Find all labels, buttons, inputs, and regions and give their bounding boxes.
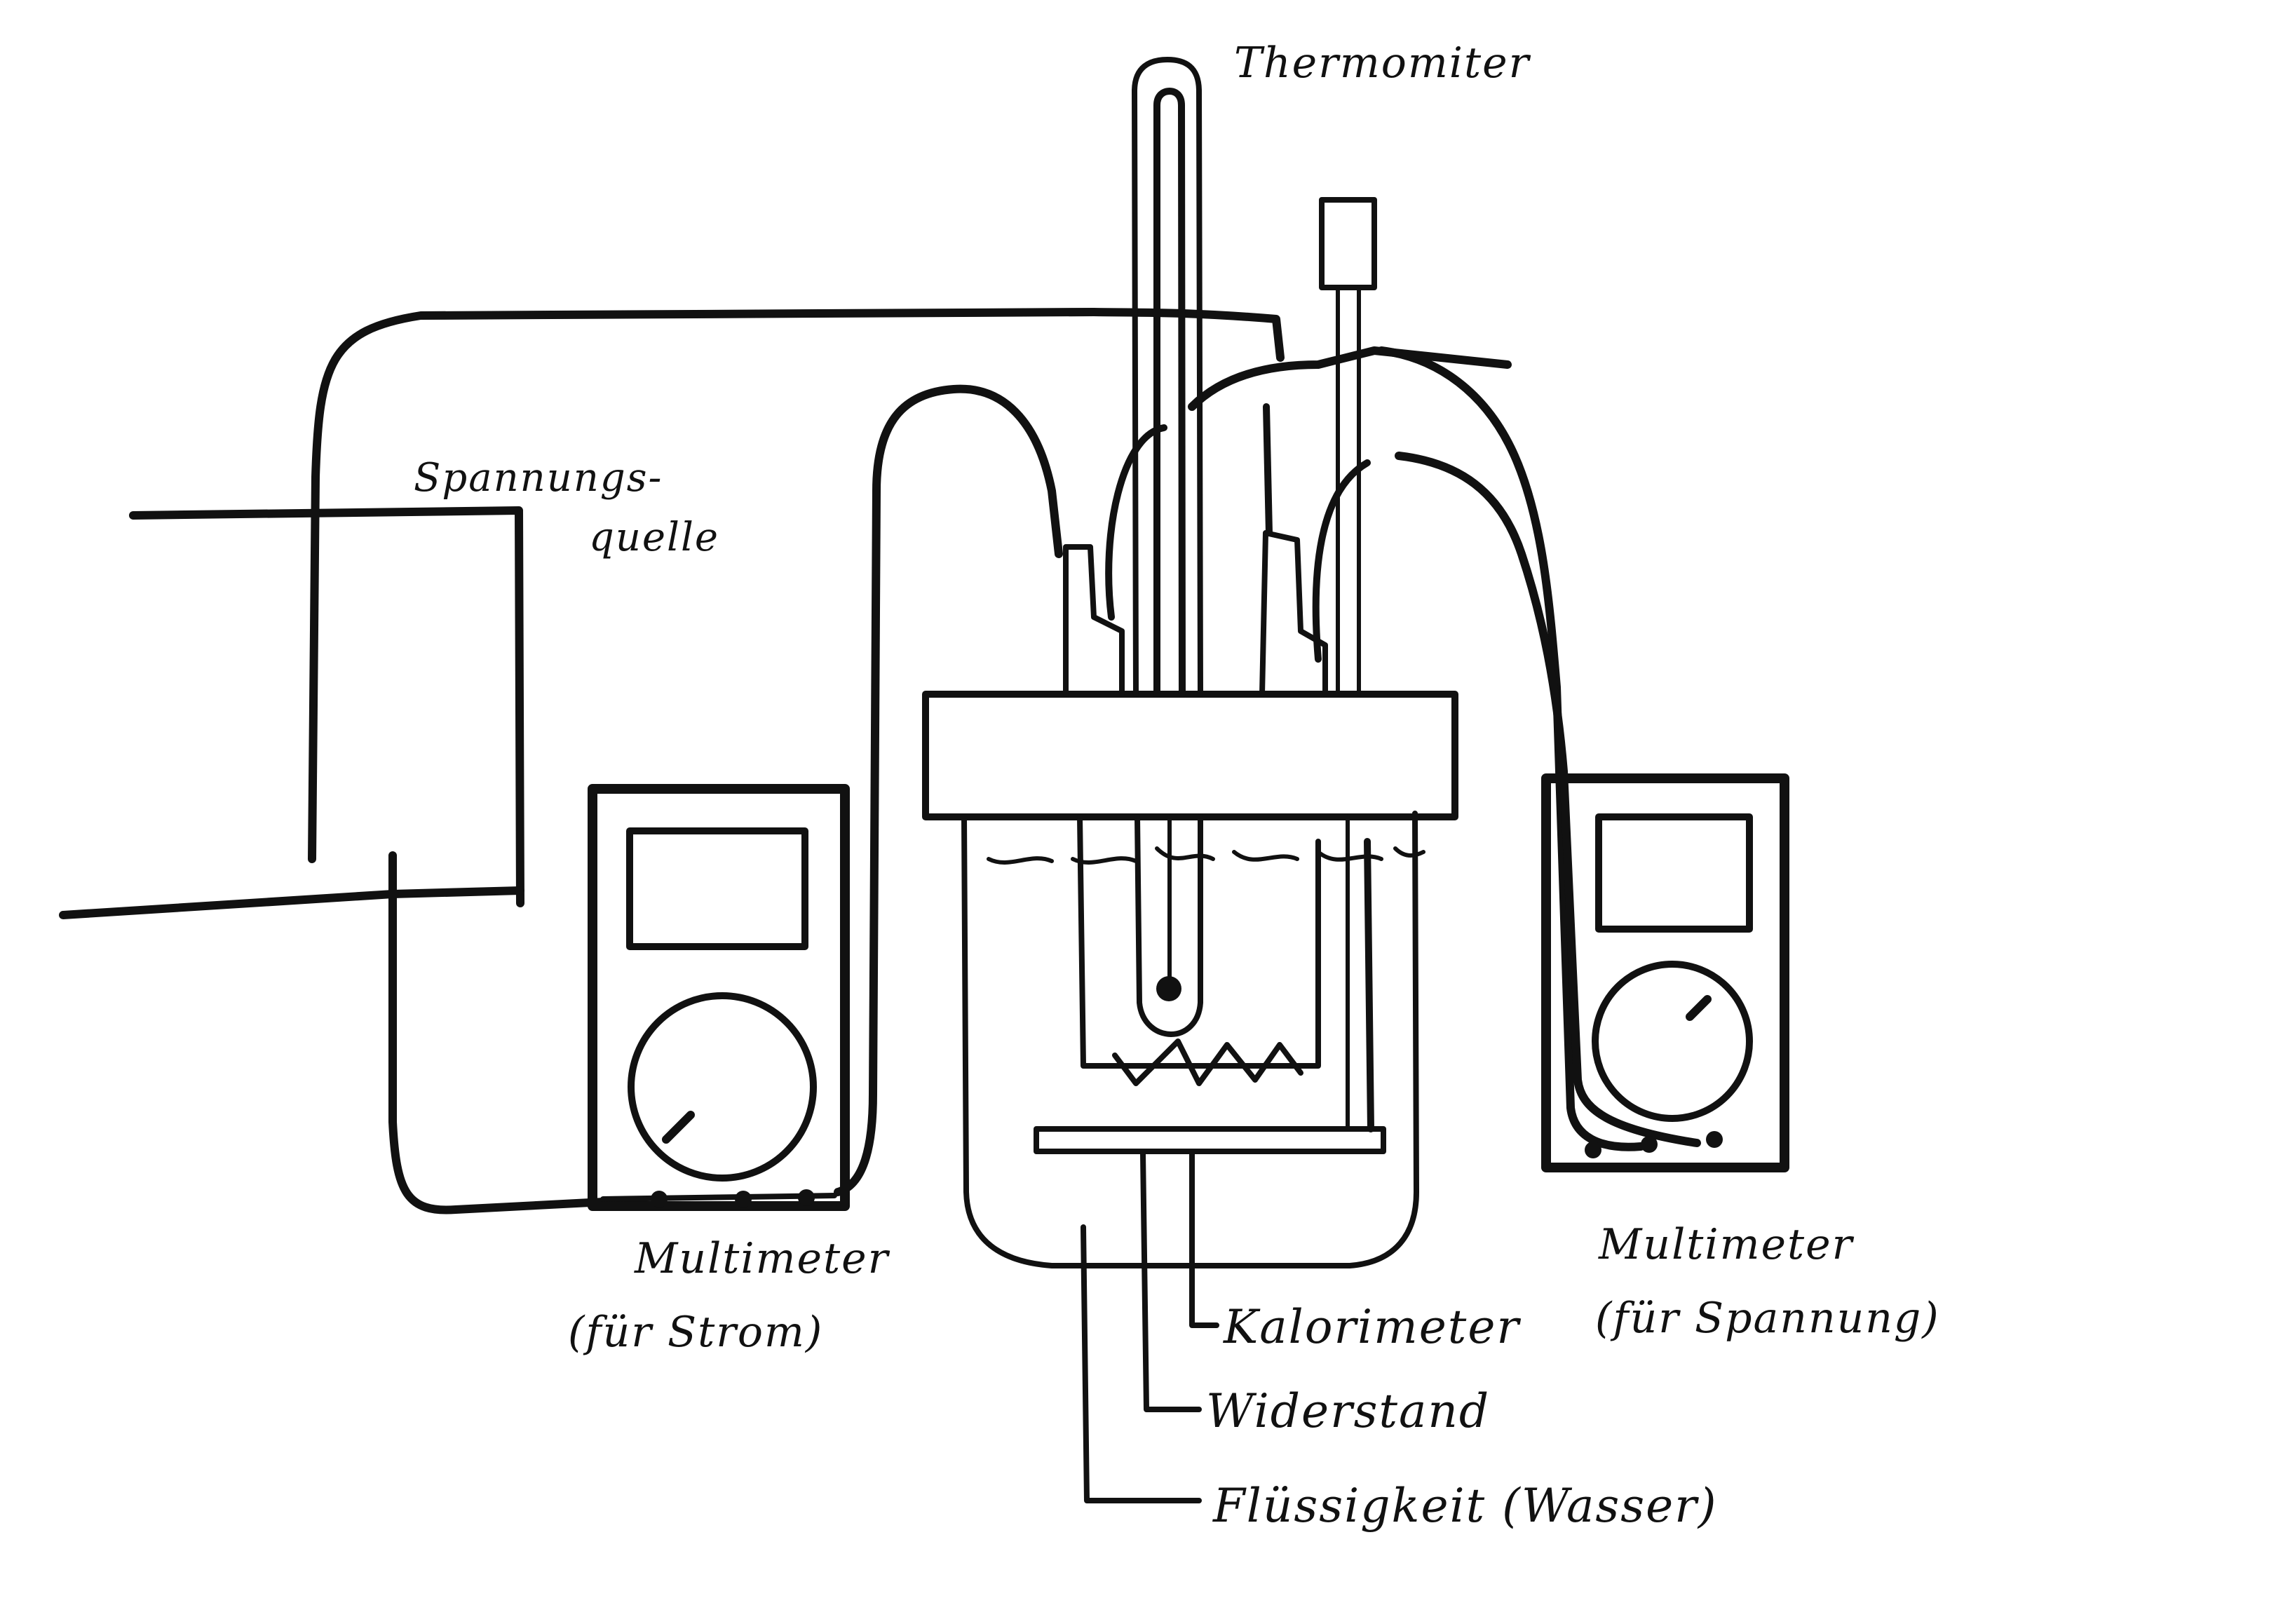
ammeter-terminal-1 bbox=[651, 1191, 668, 1207]
wire-source-to-ammeter bbox=[388, 851, 621, 1214]
ammeter-dial-pointer bbox=[662, 1111, 695, 1144]
ammeter-terminal-3 bbox=[798, 1189, 815, 1206]
calorimeter bbox=[922, 691, 1458, 1268]
voltage-source-label-line1: Spannungs- bbox=[414, 455, 663, 501]
thermometer: Thermomiter bbox=[1132, 39, 1531, 1037]
callout-liquid-line bbox=[1081, 1224, 1202, 1503]
water-surface bbox=[987, 846, 1425, 865]
electrode-right bbox=[1364, 838, 1374, 1132]
voltmeter-dial-pointer bbox=[1686, 995, 1712, 1021]
stirrer bbox=[1319, 197, 1377, 1131]
ammeter-multimeter: Multimeter (für Strom) bbox=[568, 784, 890, 1357]
wire-voltmeter-left bbox=[1377, 346, 1645, 1151]
stirrer-plate bbox=[1034, 1126, 1386, 1154]
thermometer-label: Thermomiter bbox=[1234, 39, 1531, 88]
wire-voltmeter-right bbox=[1395, 452, 1701, 1147]
voltmeter-terminal-2 bbox=[1641, 1136, 1658, 1153]
voltage-source-label-line2: quelle bbox=[589, 515, 719, 560]
callout-calorimeter-line bbox=[1189, 1151, 1219, 1328]
liquid-label: Flüssigkeit (Wasser) bbox=[1212, 1479, 1717, 1533]
voltmeter-display bbox=[1595, 813, 1753, 933]
wires bbox=[59, 308, 1701, 1214]
ammeter-body bbox=[588, 784, 850, 1211]
voltmeter-multimeter: Multimeter (für Spannung) bbox=[1541, 773, 1940, 1343]
thermometer-inner-tube bbox=[1153, 88, 1186, 698]
wire-voltmeter-top bbox=[1188, 346, 1512, 411]
heater-post-right-wire bbox=[1312, 459, 1371, 663]
thermometer-outer-tube bbox=[1132, 57, 1203, 697]
ammeter-terminal-2 bbox=[735, 1191, 752, 1207]
voltmeter-label-line2: (für Spannung) bbox=[1595, 1294, 1940, 1343]
resistor-label: Widerstand bbox=[1206, 1384, 1490, 1438]
heater-posts bbox=[1063, 403, 1371, 697]
heater-post-left bbox=[1063, 544, 1125, 697]
stirrer-handle bbox=[1319, 197, 1377, 290]
ammeter-terminal-strip bbox=[600, 1193, 837, 1202]
calorimeter-lid bbox=[922, 691, 1458, 820]
inner-vessel bbox=[1077, 814, 1321, 1069]
voltmeter-label-line1: Multimeter bbox=[1598, 1220, 1855, 1269]
ammeter-label-line1: Multimeter bbox=[634, 1234, 890, 1283]
heater-post-left-wire bbox=[1105, 424, 1167, 621]
ammeter-label-line2: (für Strom) bbox=[568, 1308, 823, 1357]
voltmeter-dial bbox=[1592, 961, 1753, 1122]
ammeter-display bbox=[626, 827, 808, 950]
heater-post-right bbox=[1259, 530, 1328, 697]
wire-ammeter-to-heater bbox=[834, 384, 1063, 1196]
thermometer-stem bbox=[1134, 814, 1203, 1037]
calorimeter-label: Kalorimeter bbox=[1223, 1300, 1521, 1354]
voltage-source-bottom-lead bbox=[59, 886, 524, 919]
voltage-source-label: Spannungs- quelle bbox=[414, 455, 719, 560]
wire-source-to-heater bbox=[308, 308, 1285, 863]
callouts: Kalorimeter Widerstand Flüssigkeit (Wass… bbox=[1081, 1151, 1717, 1533]
callout-resistor-line bbox=[1140, 1151, 1202, 1412]
voltage-source-top-lead bbox=[129, 506, 524, 907]
heater-wire-link bbox=[1263, 403, 1273, 536]
voltmeter-terminal-1 bbox=[1585, 1142, 1601, 1158]
voltmeter-terminal-3 bbox=[1706, 1131, 1723, 1148]
ammeter-dial bbox=[628, 992, 817, 1182]
heating-coil bbox=[1112, 1038, 1303, 1086]
calorimeter-vessel bbox=[961, 811, 1419, 1268]
thermometer-bulb bbox=[1156, 976, 1181, 1001]
voltmeter-body bbox=[1541, 773, 1789, 1172]
